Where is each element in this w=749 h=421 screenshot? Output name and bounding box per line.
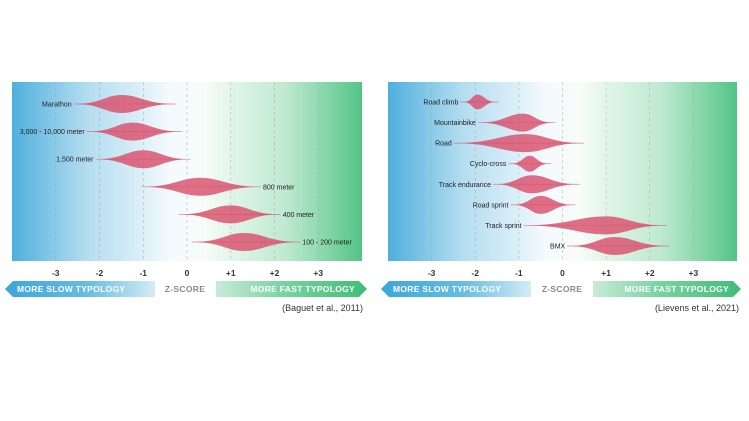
tick-label: +2 bbox=[645, 268, 655, 278]
row-label: 3,000 - 10,000 meter bbox=[20, 129, 86, 136]
plot-background bbox=[12, 82, 362, 261]
chart-panel-right: -3 -2 -1 0 +1 +2 +3 Road climb Mountainbike Road C… bbox=[375, 0, 749, 421]
fast-typology-label: MORE FAST TYPOLOGY bbox=[624, 284, 729, 294]
tick-label: +1 bbox=[226, 268, 236, 278]
row-label: Track endurance bbox=[439, 182, 491, 189]
row-label: BMX bbox=[550, 244, 566, 251]
tick-label: -1 bbox=[515, 268, 523, 278]
tick-label: -3 bbox=[52, 268, 60, 278]
slow-typology-banner: MORE SLOW TYPOLOGY bbox=[5, 281, 155, 297]
citation: (Baguet et al., 2011) bbox=[282, 303, 363, 313]
fast-typology-banner: MORE FAST TYPOLOGY bbox=[593, 281, 741, 297]
tick-label: +1 bbox=[601, 268, 611, 278]
slow-typology-label: MORE SLOW TYPOLOGY bbox=[393, 284, 502, 294]
row-label: 100 - 200 meter bbox=[302, 240, 352, 247]
tick-label: -2 bbox=[471, 268, 479, 278]
row-label: Road bbox=[435, 141, 452, 148]
row-label: Track sprint bbox=[485, 223, 521, 230]
row-label: 1,500 meter bbox=[56, 157, 94, 164]
z-score-label: Z-SCORE bbox=[541, 284, 583, 294]
row-label: Mountainbike bbox=[434, 120, 476, 127]
tick-label: -1 bbox=[139, 268, 147, 278]
fast-typology-banner: MORE FAST TYPOLOGY bbox=[216, 281, 367, 297]
row-label: Road climb bbox=[423, 100, 458, 107]
slow-typology-banner: MORE SLOW TYPOLOGY bbox=[381, 281, 531, 297]
citation: (Lievens et al., 2021) bbox=[654, 303, 739, 313]
plot-background bbox=[388, 82, 737, 261]
row-label: 400 meter bbox=[283, 212, 315, 219]
row-label: Marathon bbox=[42, 102, 72, 109]
tick-label: -3 bbox=[428, 268, 436, 278]
row-label: Road sprint bbox=[473, 202, 509, 209]
row-label: Cyclo-cross bbox=[470, 161, 507, 168]
tick-label: -2 bbox=[96, 268, 104, 278]
row-label: 800 meter bbox=[263, 184, 295, 191]
tick-label: +3 bbox=[689, 268, 699, 278]
chart-panel-left: -3 -2 -1 0 +1 +2 +3 Marathon 3,000 - 10,000 mete… bbox=[5, 82, 375, 313]
fast-typology-label: MORE FAST TYPOLOGY bbox=[250, 284, 355, 294]
tick-label: +2 bbox=[270, 268, 280, 278]
tick-label: 0 bbox=[560, 268, 565, 278]
tick-label: +3 bbox=[313, 268, 323, 278]
z-score-label: Z-SCORE bbox=[164, 284, 206, 294]
tick-label: 0 bbox=[185, 268, 190, 278]
violin-plot-left: -3 -2 -1 0 +1 +2 +3 Marathon 3,000 - 10,000 mete… bbox=[12, 82, 362, 278]
slow-typology-label: MORE SLOW TYPOLOGY bbox=[17, 284, 126, 294]
violin-plot-right: -3 -2 -1 0 +1 +2 +3 Road climb Mountainbike Road C… bbox=[388, 82, 737, 278]
